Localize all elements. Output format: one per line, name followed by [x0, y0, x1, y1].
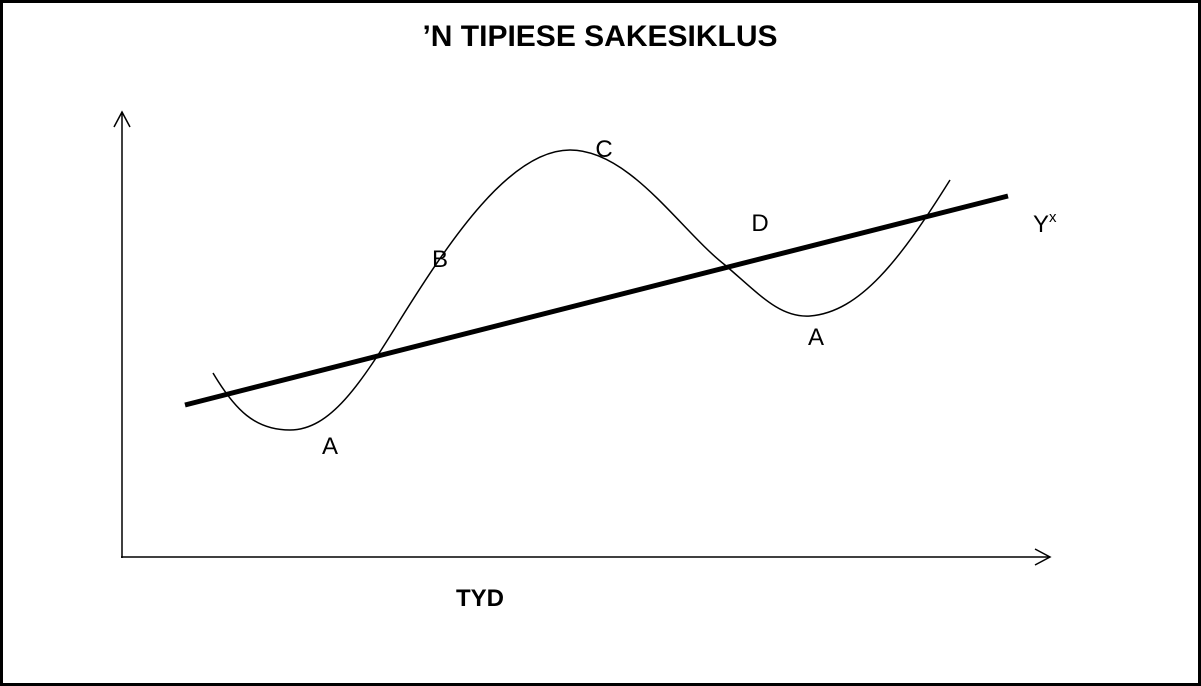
trend-label-text: Y — [1033, 211, 1049, 238]
trend-line — [184, 193, 1009, 408]
trend-label-superscript: x — [1049, 209, 1057, 226]
point-label: B — [432, 246, 448, 273]
point-label: A — [322, 433, 338, 460]
x-axis-label: TYD — [456, 585, 504, 612]
point-label: C — [595, 136, 612, 163]
point-label: D — [751, 210, 768, 237]
title: ’N TIPIESE SAKESIKLUS — [422, 20, 777, 53]
trend-label: Yx — [1033, 209, 1057, 238]
point-label: A — [808, 324, 824, 351]
cycle-curve — [212, 149, 951, 431]
